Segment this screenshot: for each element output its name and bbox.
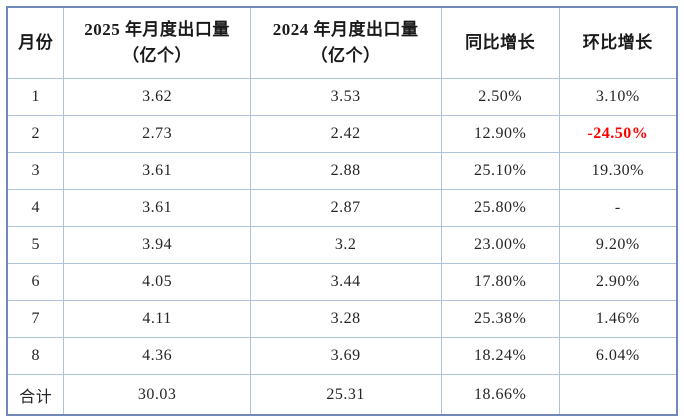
column-header-mom-growth: 环比增长	[558, 6, 678, 79]
cell-y2025: 3.62	[63, 78, 251, 116]
cell-yoy: 12.90%	[440, 115, 560, 153]
cell-month: 4	[6, 189, 65, 227]
cell-total-2025: 30.03	[63, 374, 251, 416]
cell-total-2024: 25.31	[249, 374, 442, 416]
cell-total-mom	[558, 374, 678, 416]
cell-yoy: 25.38%	[440, 300, 560, 338]
header-label: 2024 年月度出口量	[272, 19, 419, 39]
cell-yoy: 17.80%	[440, 263, 560, 301]
cell-y2024: 2.87	[249, 189, 442, 227]
table-row: 8 4.36 3.69 18.24% 6.04%	[6, 337, 678, 375]
cell-mom: 6.04%	[558, 337, 678, 375]
table-row: 4 3.61 2.87 25.80% -	[6, 189, 678, 227]
cell-y2024: 3.44	[249, 263, 442, 301]
table-body: 1 3.62 3.53 2.50% 3.10% 2 2.73 2.42 12.90% -24.50…	[6, 78, 678, 416]
cell-mom: 9.20%	[558, 226, 678, 264]
table-row: 2 2.73 2.42 12.90% -24.50%	[6, 115, 678, 153]
header-label: 同比增长	[465, 32, 536, 52]
column-header-2024-exports: 2024 年月度出口量 （亿个）	[249, 6, 442, 79]
cell-y2025: 2.73	[63, 115, 251, 153]
export-volume-table: 月份 2025 年月度出口量 （亿个） 2024 年月度出口量 （亿个） 同比增…	[6, 6, 678, 416]
cell-mom: -	[558, 189, 678, 227]
table-row: 7 4.11 3.28 25.38% 1.46%	[6, 300, 678, 338]
header-label: （亿个）	[310, 46, 381, 65]
cell-y2025: 3.61	[63, 189, 251, 227]
cell-yoy: 25.80%	[440, 189, 560, 227]
table-row: 3 3.61 2.88 25.10% 19.30%	[6, 152, 678, 190]
cell-month: 5	[6, 226, 65, 264]
cell-mom: 1.46%	[558, 300, 678, 338]
cell-mom: -24.50%	[558, 115, 678, 153]
cell-mom: 19.30%	[558, 152, 678, 190]
header-label: 2025 年月度出口量	[84, 19, 230, 39]
cell-month: 7	[6, 300, 65, 338]
cell-y2024: 3.2	[249, 226, 442, 264]
cell-y2024: 2.88	[249, 152, 442, 190]
cell-total-yoy: 18.66%	[440, 374, 560, 416]
table-header: 月份 2025 年月度出口量 （亿个） 2024 年月度出口量 （亿个） 同比增…	[6, 6, 678, 79]
cell-mom: 2.90%	[558, 263, 678, 301]
cell-y2025: 3.61	[63, 152, 251, 190]
cell-y2024: 3.53	[249, 78, 442, 116]
cell-month: 2	[6, 115, 65, 153]
cell-month: 1	[6, 78, 65, 116]
cell-yoy: 18.24%	[440, 337, 560, 375]
header-row: 月份 2025 年月度出口量 （亿个） 2024 年月度出口量 （亿个） 同比增…	[6, 6, 678, 79]
table-row: 6 4.05 3.44 17.80% 2.90%	[6, 263, 678, 301]
column-header-month: 月份	[6, 6, 65, 79]
cell-yoy: 25.10%	[440, 152, 560, 190]
cell-y2025: 4.05	[63, 263, 251, 301]
export-volume-table-container: 月份 2025 年月度出口量 （亿个） 2024 年月度出口量 （亿个） 同比增…	[6, 6, 678, 416]
cell-month: 3	[6, 152, 65, 190]
cell-yoy: 2.50%	[440, 78, 560, 116]
cell-yoy: 23.00%	[440, 226, 560, 264]
cell-month: 8	[6, 337, 65, 375]
header-label: 月份	[18, 32, 54, 52]
column-header-2025-exports: 2025 年月度出口量 （亿个）	[63, 6, 251, 79]
table-row: 1 3.62 3.53 2.50% 3.10%	[6, 78, 678, 116]
cell-y2024: 3.69	[249, 337, 442, 375]
table-row: 5 3.94 3.2 23.00% 9.20%	[6, 226, 678, 264]
cell-month: 6	[6, 263, 65, 301]
column-header-yoy-growth: 同比增长	[440, 6, 560, 79]
cell-y2025: 4.11	[63, 300, 251, 338]
cell-y2024: 2.42	[249, 115, 442, 153]
header-label: 环比增长	[582, 32, 653, 52]
cell-mom: 3.10%	[558, 78, 678, 116]
cell-total-label: 合计	[6, 374, 65, 416]
header-label: （亿个）	[122, 46, 193, 65]
cell-y2025: 4.36	[63, 337, 251, 375]
cell-y2025: 3.94	[63, 226, 251, 264]
cell-y2024: 3.28	[249, 300, 442, 338]
total-row: 合计 30.03 25.31 18.66%	[6, 374, 678, 416]
